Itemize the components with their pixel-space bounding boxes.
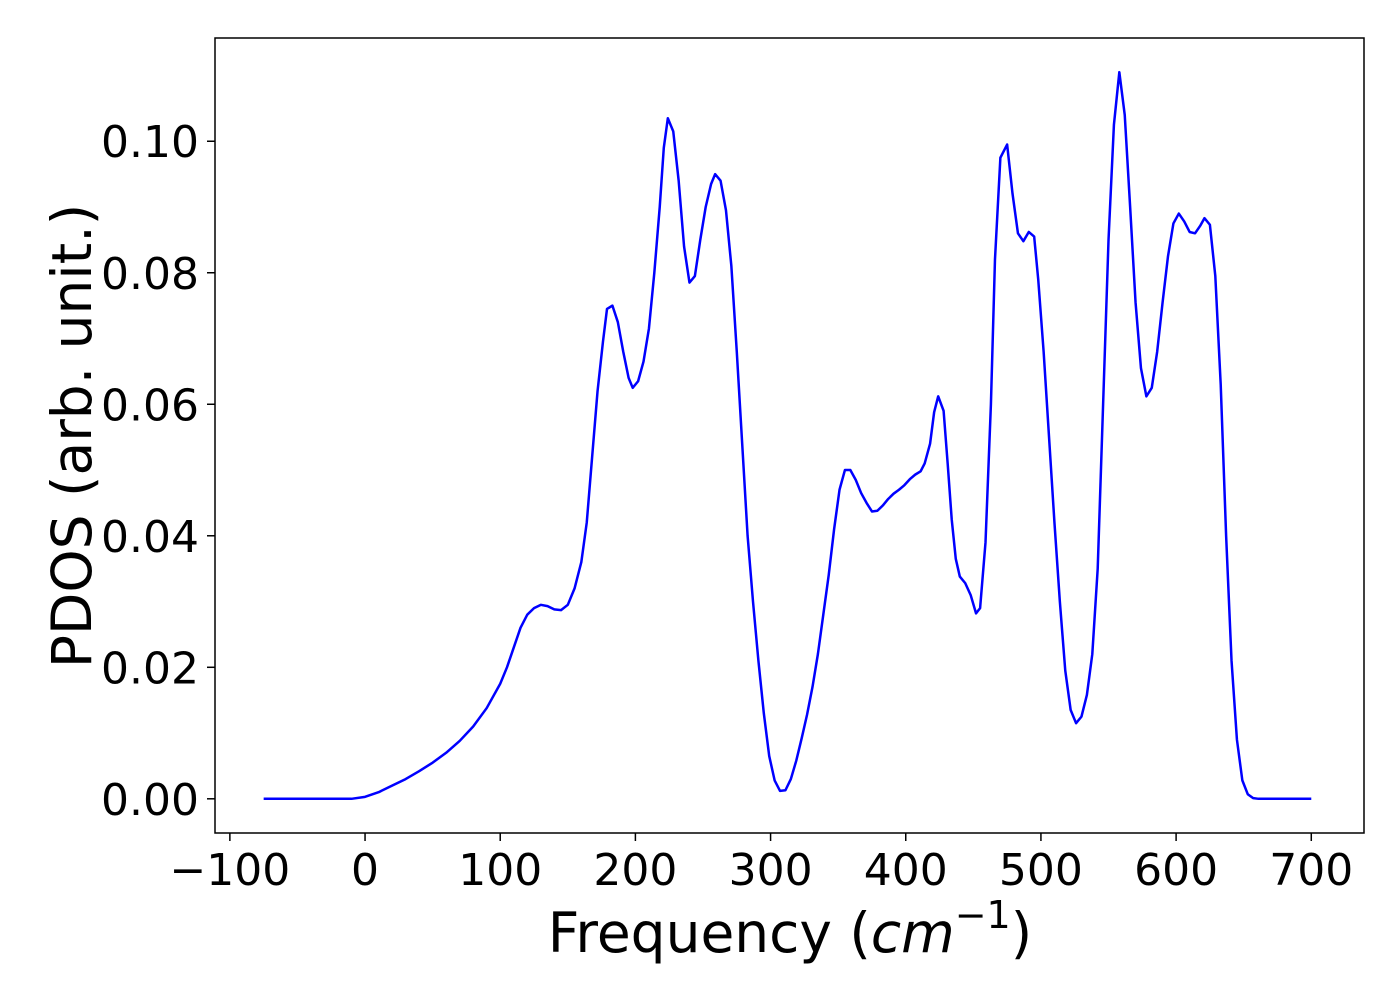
y-tick-label: 0.06	[101, 380, 199, 431]
x-label-part: Frequency (	[548, 901, 871, 965]
x-label-part: −1	[955, 893, 1011, 937]
x-tick-label: 600	[1134, 845, 1218, 896]
y-tick-label: 0.04	[101, 512, 199, 563]
plot-frame	[214, 37, 1365, 834]
x-label-part: )	[1011, 901, 1032, 965]
x-tick-label: −100	[169, 845, 290, 896]
x-tick-label: 700	[1269, 845, 1353, 896]
x-tick-label: 500	[999, 845, 1083, 896]
data-line	[263, 70, 1312, 801]
y-tick-label: 0.02	[101, 643, 199, 694]
y-tick-label: 0.10	[101, 117, 199, 168]
x-tick-label: 200	[593, 845, 677, 896]
x-tick-label: 100	[458, 845, 542, 896]
x-tick-label: 300	[729, 845, 813, 896]
x-tick-label: 0	[351, 845, 379, 896]
y-tick-label: 0.08	[101, 249, 199, 300]
x-label-part: cm	[871, 901, 955, 965]
y-axis-label: PDOS (arb. unit.)	[40, 204, 104, 668]
y-tick-label: 0.00	[101, 775, 199, 826]
x-tick-label: 400	[864, 845, 948, 896]
x-axis-label: Frequency (cm−1)	[548, 893, 1032, 965]
